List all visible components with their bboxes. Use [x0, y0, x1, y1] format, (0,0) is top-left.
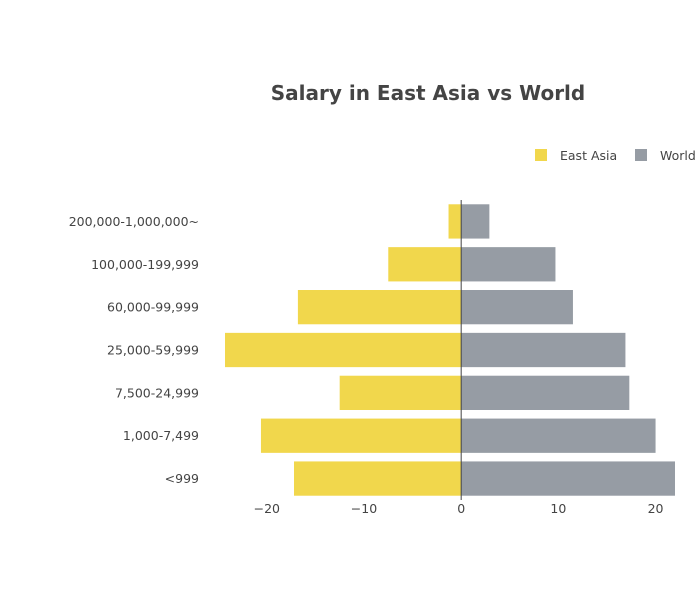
bar-world-6[interactable] — [461, 461, 675, 496]
category-label: 25,000-59,999 — [107, 343, 199, 358]
x-tick-label: 20 — [648, 501, 664, 516]
category-label: 100,000-199,999 — [91, 257, 199, 272]
bar-east-asia-6[interactable] — [294, 461, 462, 496]
legend[interactable]: East Asia World — [535, 148, 696, 163]
x-tick-label: 0 — [457, 501, 465, 516]
bar-world-2[interactable] — [461, 290, 573, 325]
category-label: 200,000-1,000,000~ — [69, 214, 199, 229]
bar-world-5[interactable] — [461, 418, 656, 453]
x-tick-label: −20 — [254, 501, 280, 516]
bar-world-0[interactable] — [461, 204, 490, 239]
legend-swatch-world — [635, 149, 647, 161]
category-label: 1,000-7,499 — [123, 428, 199, 443]
legend-label-east-asia: East Asia — [560, 148, 617, 163]
bar-east-asia-2[interactable] — [297, 290, 462, 325]
bar-world-3[interactable] — [461, 332, 626, 368]
category-label: <999 — [165, 471, 199, 486]
bar-east-asia-3[interactable] — [225, 332, 462, 368]
legend-item-world[interactable]: World — [635, 148, 696, 163]
bar-world-1[interactable] — [461, 247, 556, 282]
chart-title: Salary in East Asia vs World — [271, 81, 585, 105]
x-tick-label: 10 — [550, 501, 566, 516]
bar-east-asia-4[interactable] — [339, 375, 462, 410]
legend-label-world: World — [660, 148, 696, 163]
bar-east-asia-0[interactable] — [448, 204, 462, 239]
legend-item-east-asia[interactable]: East Asia — [535, 148, 617, 163]
category-axis: 200,000-1,000,000~ 100,000-199,999 60,000-… — [69, 214, 199, 486]
category-label: 7,500-24,999 — [115, 385, 199, 400]
bar-world-4[interactable] — [461, 375, 630, 410]
value-axis: −20 −10 0 10 20 — [254, 501, 664, 516]
bars — [225, 204, 675, 496]
category-label: 60,000-99,999 — [107, 300, 199, 315]
bar-east-asia-1[interactable] — [388, 247, 462, 282]
bar-east-asia-5[interactable] — [260, 418, 462, 453]
legend-swatch-east-asia — [535, 149, 547, 161]
x-tick-label: −10 — [351, 501, 377, 516]
